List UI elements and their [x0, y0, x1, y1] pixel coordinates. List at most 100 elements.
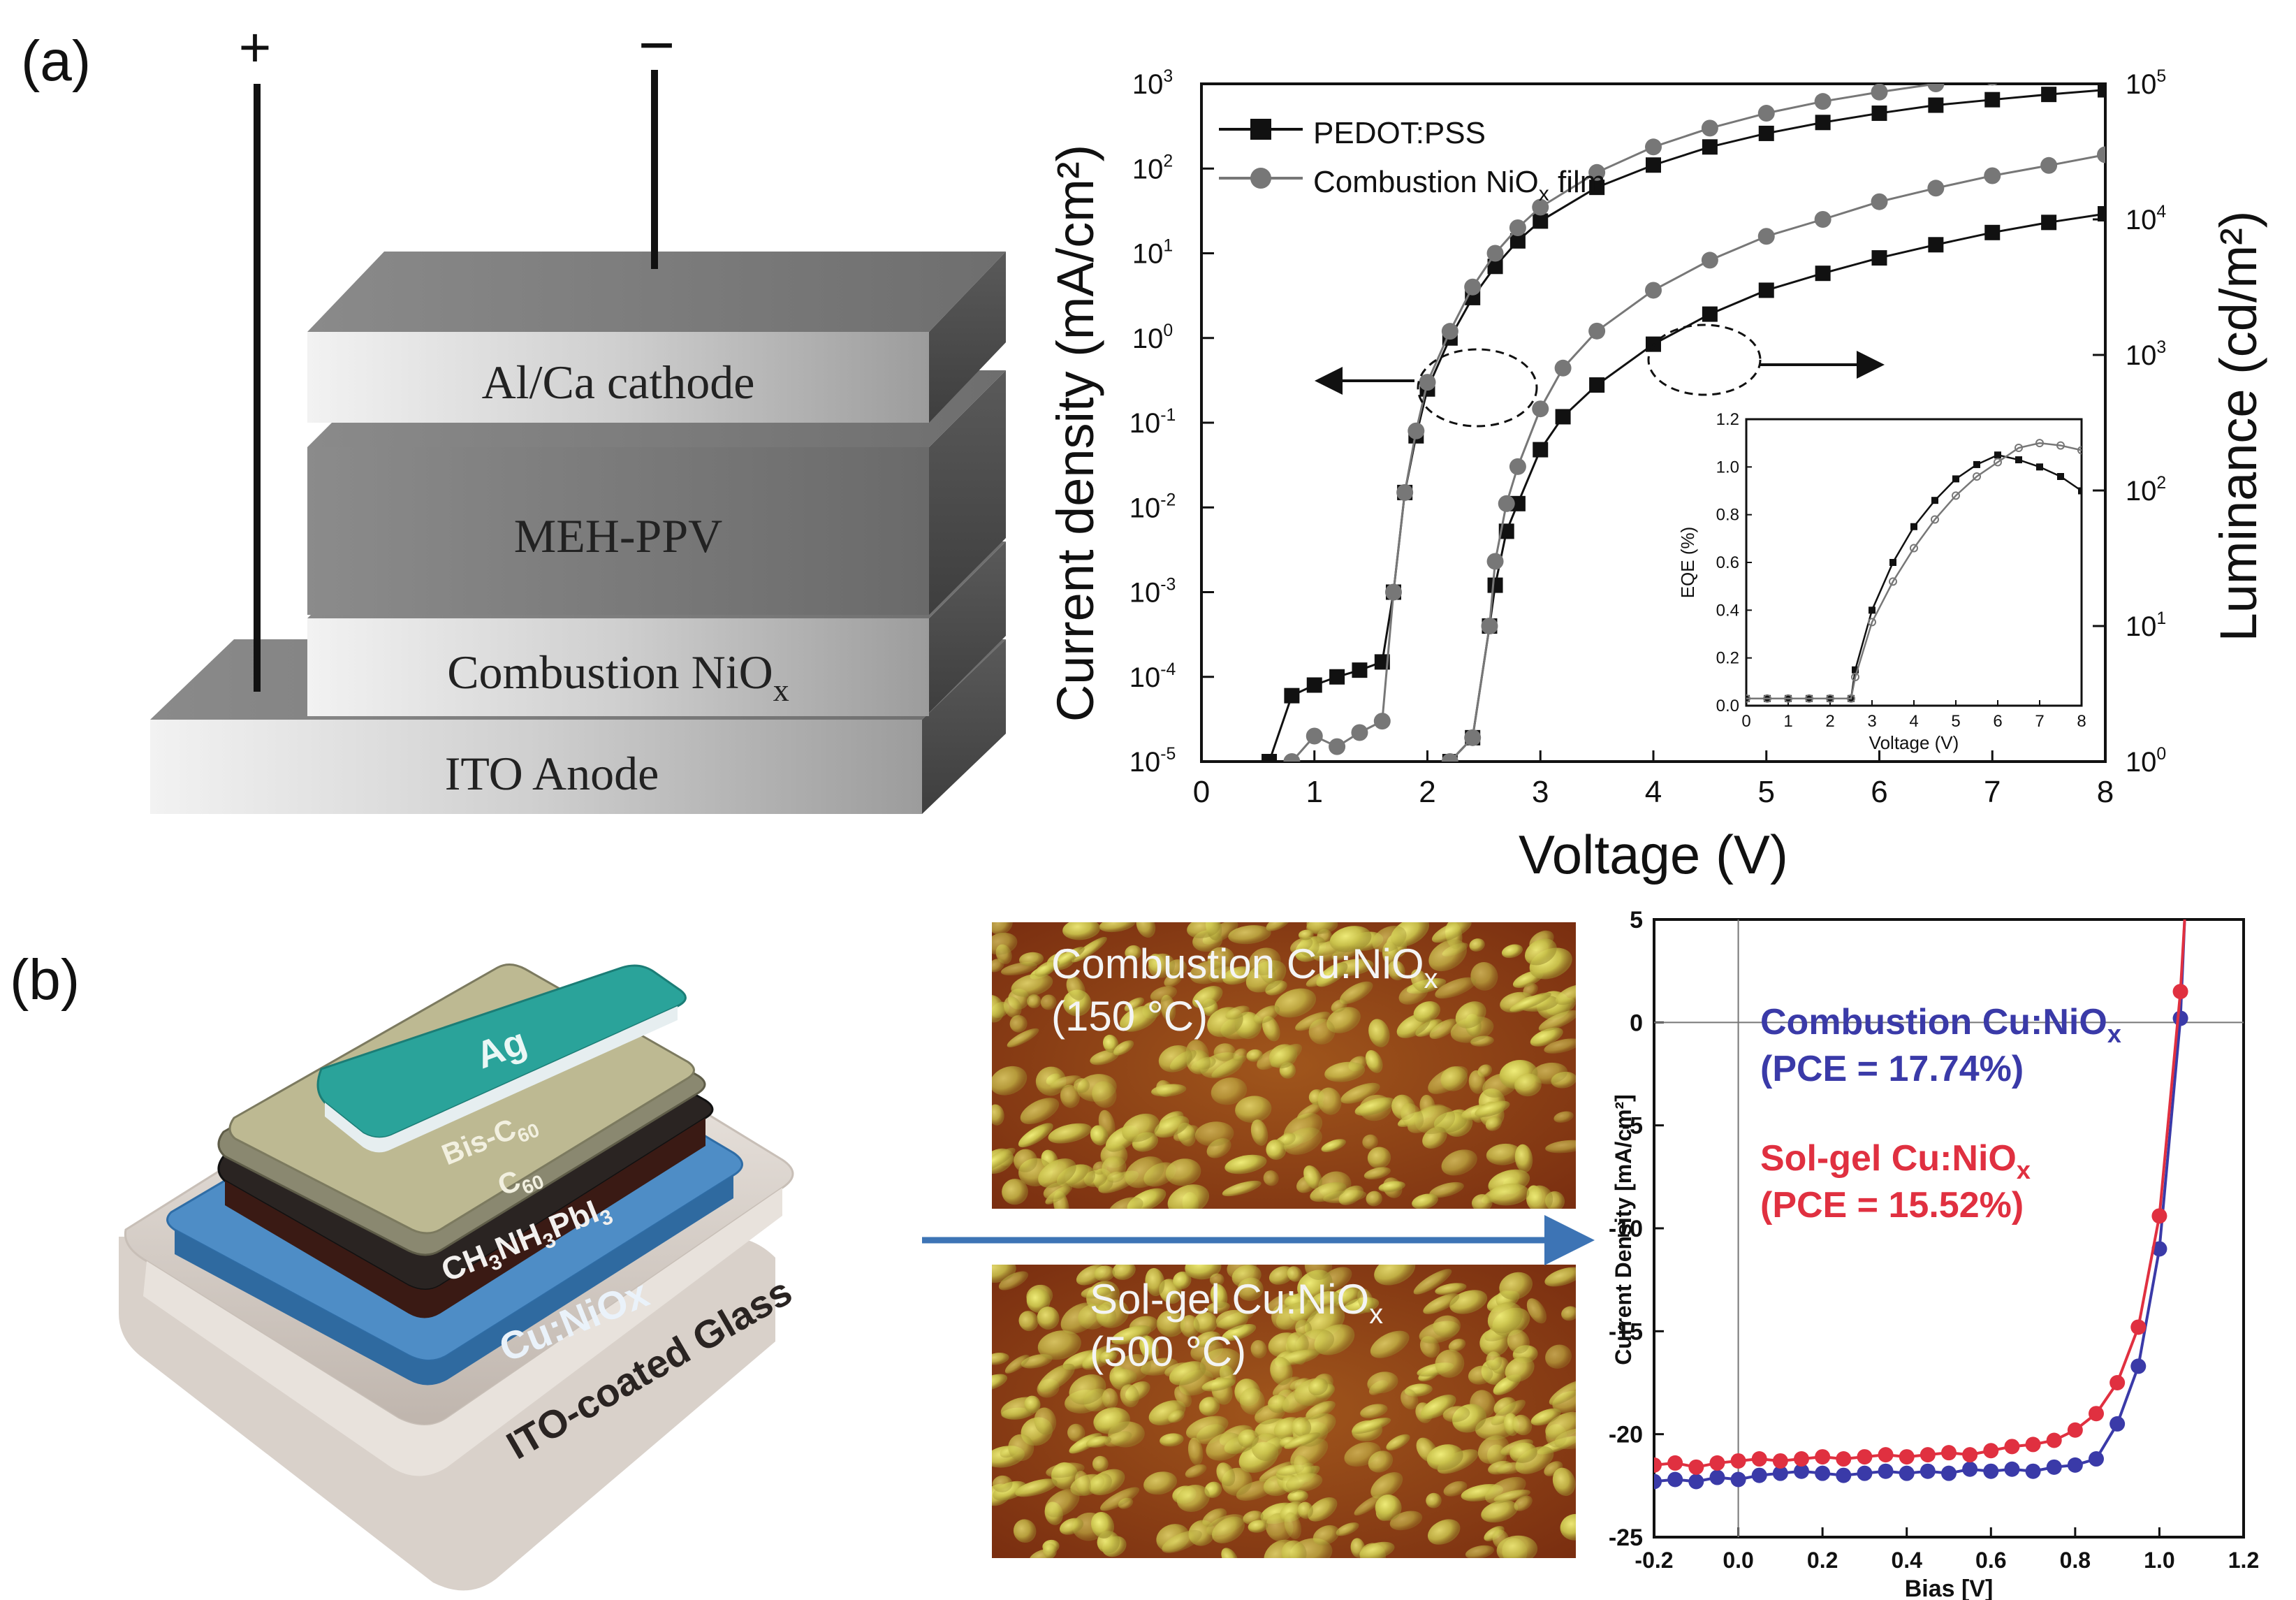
data-point-square: [1262, 754, 1278, 762]
afm-grain: [1018, 1311, 1039, 1332]
jv-highlight-ellipse: [1417, 348, 1538, 428]
jv-data-point: [1688, 1459, 1704, 1475]
afm-combustion-temp: (150 °C): [1051, 993, 1208, 1040]
inset-point-circle: [1973, 472, 1981, 481]
data-point-circle: [1814, 211, 1831, 228]
afm-grain: [1072, 937, 1107, 963]
afm-grain: [1336, 1522, 1359, 1536]
afm-solgel-title: Sol-gel Cu:NiOx: [1090, 1276, 1383, 1330]
data-point-circle: [1554, 359, 1572, 377]
data-point-circle: [1441, 323, 1458, 340]
afm-grain: [1082, 1348, 1108, 1369]
afm-grain: [1486, 1351, 1502, 1371]
y-tick-label-right: 104: [2126, 203, 2167, 235]
data-point-circle: [1373, 713, 1391, 730]
afm-grain: [1125, 945, 1142, 961]
afm-grain: [1401, 1103, 1424, 1130]
jv-data-point: [1962, 1461, 1978, 1477]
jv-x-tick-label: 0.8: [2060, 1548, 2091, 1573]
afm-grain: [1037, 1307, 1060, 1330]
y-tick-label-left: 102: [1132, 152, 1173, 184]
afm-grain: [1040, 994, 1057, 1010]
afm-grain: [1160, 1433, 1184, 1447]
inset-point-square: [1910, 523, 1917, 530]
afm-grain: [1007, 1028, 1039, 1048]
inset-y-tick-label: 0.2: [1716, 649, 1739, 668]
lum-highlight-ellipse: [1647, 323, 1762, 396]
data-point-circle: [1509, 219, 1526, 237]
data-point-square: [1487, 577, 1503, 593]
afm-grain: [1501, 944, 1523, 959]
afm-grain: [1224, 1154, 1267, 1174]
afm-grain: [1044, 1489, 1080, 1518]
y-axis-label-left: Current density (mA/cm²): [1046, 145, 1104, 722]
inset-point-circle: [1746, 694, 1750, 703]
afm-grain: [1266, 922, 1291, 931]
afm-grain: [1493, 1489, 1530, 1503]
inset-point-square: [1852, 666, 1859, 674]
inset-point-square: [1973, 460, 1980, 468]
y-tick-label-right: 100: [2126, 745, 2166, 778]
afm-grain: [1009, 1014, 1028, 1033]
afm-grain: [1100, 1487, 1140, 1511]
jv-data-point: [1899, 1449, 1915, 1465]
data-point-square: [2041, 87, 2057, 103]
afm-grain: [1352, 1418, 1391, 1434]
afm-grain: [1222, 1180, 1262, 1197]
afm-grain: [1201, 1378, 1236, 1392]
jv-y-tick-label: -10: [1609, 1216, 1643, 1242]
jv-x-tick-label: -0.2: [1635, 1548, 1673, 1573]
afm-grain: [1216, 1462, 1236, 1487]
jv-data-point: [2046, 1459, 2062, 1475]
afm-grain: [1187, 1437, 1204, 1466]
afm-grain: [1125, 1156, 1164, 1188]
jv-data-point: [2004, 1439, 2020, 1455]
afm-grain: [1428, 939, 1467, 972]
afm-grain: [1099, 922, 1136, 933]
jv-data-point: [1709, 1469, 1725, 1485]
inset-point-square: [2015, 456, 2022, 464]
afm-grain: [1038, 1158, 1076, 1188]
layer-nio-label: Combustion NiOx: [447, 646, 789, 708]
afm-grain: [1158, 1045, 1192, 1072]
afm-grain: [1233, 1048, 1247, 1061]
afm-grain: [1069, 1374, 1106, 1405]
afm-grain: [1360, 1404, 1388, 1418]
afm-grain: [1038, 1363, 1075, 1392]
afm-grain: [1112, 1265, 1136, 1280]
data-point-circle: [1588, 322, 1606, 340]
afm-grain: [1150, 1084, 1187, 1097]
afm-grain: [992, 995, 1004, 1023]
jv-x-tick-label: 0.2: [1807, 1548, 1838, 1573]
jv-data-point: [2151, 1241, 2167, 1257]
afm-grain: [1493, 1397, 1516, 1416]
jv-data-point: [1772, 1453, 1788, 1469]
afm-grain: [1026, 1288, 1051, 1313]
afm-grain: [1085, 1436, 1112, 1448]
afm-grain: [1525, 938, 1557, 966]
inset-x-tick-label: 1: [1783, 712, 1792, 731]
afm-grain: [1468, 1070, 1486, 1094]
inset-point-square: [1931, 497, 1938, 504]
afm-grain: [1367, 1372, 1398, 1394]
afm-grain: [1206, 1432, 1243, 1461]
jv-data-point: [1962, 1447, 1978, 1463]
inset-x-tick-label: 7: [2035, 712, 2044, 731]
afm-grain: [1113, 1040, 1134, 1056]
inset-point-square: [1889, 559, 1896, 566]
afm-grain: [1120, 1384, 1139, 1408]
legend-combustion-pce: (PCE = 17.74%): [1760, 1049, 2024, 1089]
afm-grain: [1200, 1348, 1242, 1379]
afm-grain: [1215, 1309, 1248, 1330]
afm-grain: [1284, 1432, 1321, 1450]
series-line-3: [1449, 153, 2105, 762]
jv-y-tick-label: -20: [1609, 1422, 1643, 1448]
afm-grain: [1475, 1100, 1510, 1117]
legend-combustion: Combustion Cu:NiOx: [1760, 1002, 2121, 1048]
afm-grain: [1004, 996, 1022, 1018]
afm-grain: [1544, 1038, 1576, 1054]
afm-grain: [1367, 1147, 1391, 1169]
jv-data-point: [1815, 1449, 1831, 1465]
afm-grain: [1545, 1140, 1576, 1154]
